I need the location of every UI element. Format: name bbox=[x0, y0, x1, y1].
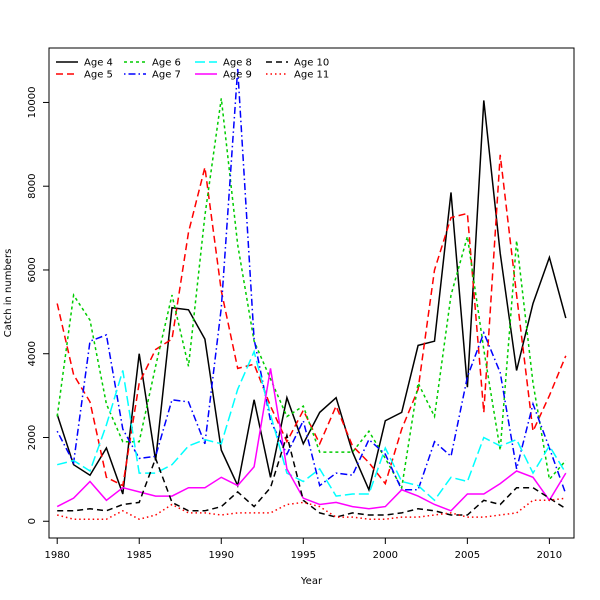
series-line-age-8 bbox=[57, 349, 567, 502]
x-tick-label: 2000 bbox=[373, 550, 398, 561]
series-line-age-4 bbox=[56, 100, 567, 495]
x-tick-label: 1990 bbox=[209, 550, 234, 561]
legend-label: Age 8 bbox=[223, 58, 252, 69]
x-axis-label: Year bbox=[300, 576, 323, 587]
x-tick-label: 1985 bbox=[127, 550, 152, 561]
legend-label: Age 10 bbox=[294, 58, 329, 69]
series-line-age-10 bbox=[57, 432, 567, 518]
series-line-age-9 bbox=[56, 368, 567, 512]
legend-label: Age 9 bbox=[223, 70, 252, 81]
y-tick-label: 10000 bbox=[27, 87, 38, 119]
legend-label: Age 6 bbox=[152, 58, 181, 69]
y-tick-label: 8000 bbox=[27, 173, 38, 198]
y-axis: 0 2000 4000 6000 8000 10000 bbox=[27, 87, 49, 524]
y-tick-label: 4000 bbox=[27, 341, 38, 366]
plot-frame bbox=[48, 47, 575, 539]
series-lines bbox=[56, 68, 567, 520]
legend-label: Age 4 bbox=[84, 58, 113, 69]
y-tick-label: 2000 bbox=[27, 425, 38, 450]
x-tick-label: 1980 bbox=[44, 550, 69, 561]
legend-label: Age 5 bbox=[84, 70, 113, 81]
x-tick-label: 1995 bbox=[291, 550, 316, 561]
y-tick-label: 6000 bbox=[27, 257, 38, 282]
legend-label: Age 7 bbox=[152, 70, 181, 81]
x-tick-label: 2005 bbox=[455, 550, 480, 561]
y-axis-label: Catch in numbers bbox=[3, 249, 14, 338]
series-line-age-5 bbox=[56, 154, 567, 487]
x-axis: 1980 1985 1990 1995 2000 2005 2010 bbox=[44, 538, 562, 561]
legend-label: Age 11 bbox=[294, 70, 329, 81]
y-tick-label: 0 bbox=[27, 518, 38, 524]
series-line-age-6 bbox=[56, 98, 567, 490]
series-line-age-11 bbox=[57, 497, 566, 520]
series-line-age-7 bbox=[56, 68, 567, 495]
x-tick-label: 2010 bbox=[537, 550, 562, 561]
